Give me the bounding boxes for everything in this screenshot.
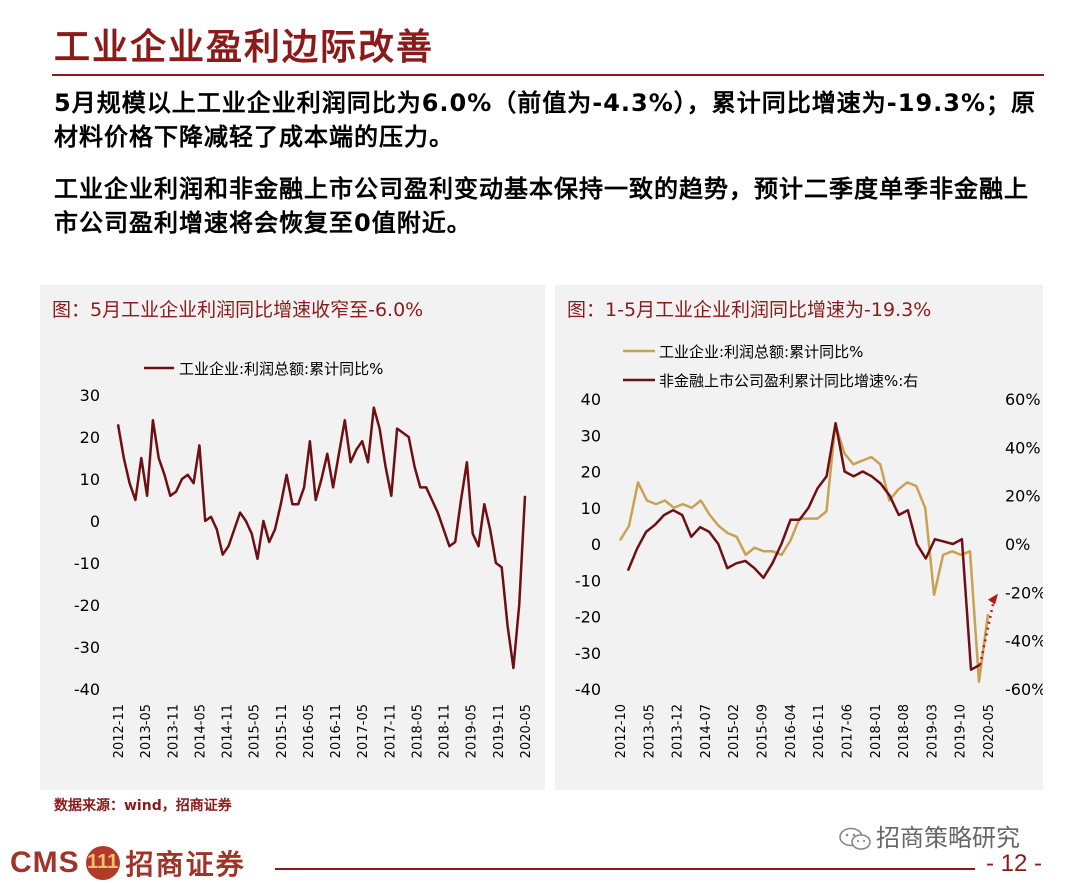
y-tick-label-left: -40 — [575, 680, 601, 699]
y-tick-label-left: 0 — [591, 535, 601, 554]
projection-line — [978, 599, 996, 666]
logo-emblem-text: 111 — [87, 851, 119, 873]
x-tick-label: 2017-06 — [840, 704, 855, 758]
projection-arrowhead — [988, 593, 998, 605]
footer-divider — [275, 868, 975, 870]
x-tick-label: 2012-10 — [614, 704, 629, 758]
y-tick-label-right: 0% — [1005, 535, 1030, 554]
y-tick-label: -40 — [74, 680, 100, 699]
x-tick-label: 2019-10 — [954, 704, 969, 758]
x-tick-label: 2019-11 — [492, 704, 507, 758]
x-tick-label: 2019-05 — [465, 704, 480, 758]
series-line-listed-earnings — [626, 421, 981, 671]
y-tick-label-right: -20% — [1005, 583, 1043, 602]
x-tick-label: 2014-07 — [699, 704, 714, 758]
x-tick-label: 2019-03 — [925, 704, 940, 758]
chart-panel-left: 图：5月工业企业利润同比增速收窄至-6.0% 工业企业:利润总额:累计同比% 30… — [40, 285, 545, 790]
chart-title-right: 图：1-5月工业企业利润同比增速为-19.3% — [567, 299, 932, 321]
y-tick-label: 20 — [80, 428, 100, 447]
y-tick-label-left: -10 — [575, 571, 601, 590]
y-tick-label: 30 — [80, 386, 100, 405]
logo-emblem-icon: 111 — [85, 846, 120, 880]
chart-title-left: 图：5月工业企业利润同比增速收窄至-6.0% — [52, 299, 424, 321]
summary-paragraph-1: 5月规模以上工业企业利润同比为6.0%（前值为-4.3%），累计同比增速为-19… — [54, 89, 1037, 151]
y-tick-label-right: -40% — [1005, 632, 1043, 651]
summary-paragraph-2: 工业企业利润和非金融上市公司盈利变动基本保持一致的趋势，预计二季度单季非金融上市… — [54, 175, 1029, 237]
logo-en: CMS — [10, 846, 80, 879]
page-title: 工业企业盈利边际改善 — [54, 26, 435, 68]
x-tick-label: 2014-11 — [221, 704, 236, 758]
x-tick-label: 2018-11 — [438, 704, 453, 758]
x-tick-label: 2017-11 — [383, 704, 398, 758]
series-line-industrial-profit — [116, 406, 527, 670]
logo-cn: 招商证券 — [125, 848, 246, 881]
y-tick-label-right: -60% — [1005, 680, 1043, 699]
legend-label-industrial-profit: 工业企业:利润总额:累计同比% — [659, 343, 863, 361]
chart-panel-right: 图：1-5月工业企业利润同比增速为-19.3% 工业企业:利润总额:累计同比% 非… — [555, 285, 1043, 790]
data-source-note: 数据来源：wind，招商证券 — [54, 798, 232, 814]
x-tick-label: 2016-11 — [812, 704, 827, 758]
y-tick-label-left: 30 — [581, 426, 601, 445]
y-tick-label: 10 — [80, 470, 100, 489]
y-tick-label-right: 20% — [1005, 487, 1041, 506]
x-tick-label: 2012-11 — [112, 704, 127, 758]
y-tick-label-right: 60% — [1005, 390, 1041, 409]
y-tick-label: -10 — [74, 554, 100, 573]
x-tick-label: 2013-05 — [642, 704, 657, 758]
y-tick-label-left: 20 — [581, 463, 601, 482]
x-tick-label: 2018-01 — [869, 704, 884, 758]
chart-right-svg: 工业企业:利润总额:累计同比%非金融上市公司盈利累计同比增速%:右4030201… — [575, 343, 1043, 758]
wechat-watermark: 招商策略研究 — [838, 818, 1020, 853]
wechat-icon — [839, 827, 871, 850]
y-tick-label-left: -30 — [575, 644, 601, 663]
legend-label-industrial-profit: 工业企业:利润总额:累计同比% — [179, 360, 383, 378]
chart-left-svg: 工业企业:利润总额:累计同比% 30 20 10 0 -10 -20 -30 -40 2012-1… — [74, 360, 534, 758]
x-tick-label: 2020-05 — [982, 704, 997, 758]
y-tick-label: -20 — [74, 596, 100, 615]
x-tick-label: 2015-09 — [756, 704, 771, 758]
legend-label-listed-earnings: 非金融上市公司盈利累计同比增速%:右 — [659, 372, 918, 390]
wechat-account-name: 招商策略研究 — [876, 824, 1020, 852]
y-tick-label-right: 40% — [1005, 438, 1041, 457]
x-tick-label: 2016-05 — [302, 704, 317, 758]
x-tick-label: 2016-11 — [329, 704, 344, 758]
company-logo: CMS 111 招商证券 — [10, 845, 246, 881]
y-tick-label-left: 40 — [581, 390, 601, 409]
x-tick-label: 2020-05 — [519, 704, 534, 758]
series-line-industrial-profit — [618, 423, 990, 684]
x-tick-label: 2015-05 — [248, 704, 263, 758]
x-tick-label: 2018-08 — [897, 704, 912, 758]
y-tick-label: -30 — [74, 638, 100, 657]
y-tick-label: 0 — [90, 512, 100, 531]
title-divider — [52, 74, 1044, 76]
x-tick-label: 2017-05 — [356, 704, 371, 758]
x-tick-label: 2015-02 — [727, 704, 742, 758]
x-tick-label: 2013-12 — [671, 704, 686, 758]
x-tick-label: 2013-05 — [139, 704, 154, 758]
x-tick-label: 2018-05 — [410, 704, 425, 758]
page-number: - 12 - — [986, 850, 1043, 877]
x-tick-label: 2015-11 — [275, 704, 290, 758]
y-tick-label-left: 10 — [581, 499, 601, 518]
y-tick-label-left: -20 — [575, 608, 601, 627]
x-tick-label: 2014-05 — [193, 704, 208, 758]
x-tick-label: 2016-04 — [784, 704, 799, 758]
x-tick-label: 2013-11 — [166, 704, 181, 758]
